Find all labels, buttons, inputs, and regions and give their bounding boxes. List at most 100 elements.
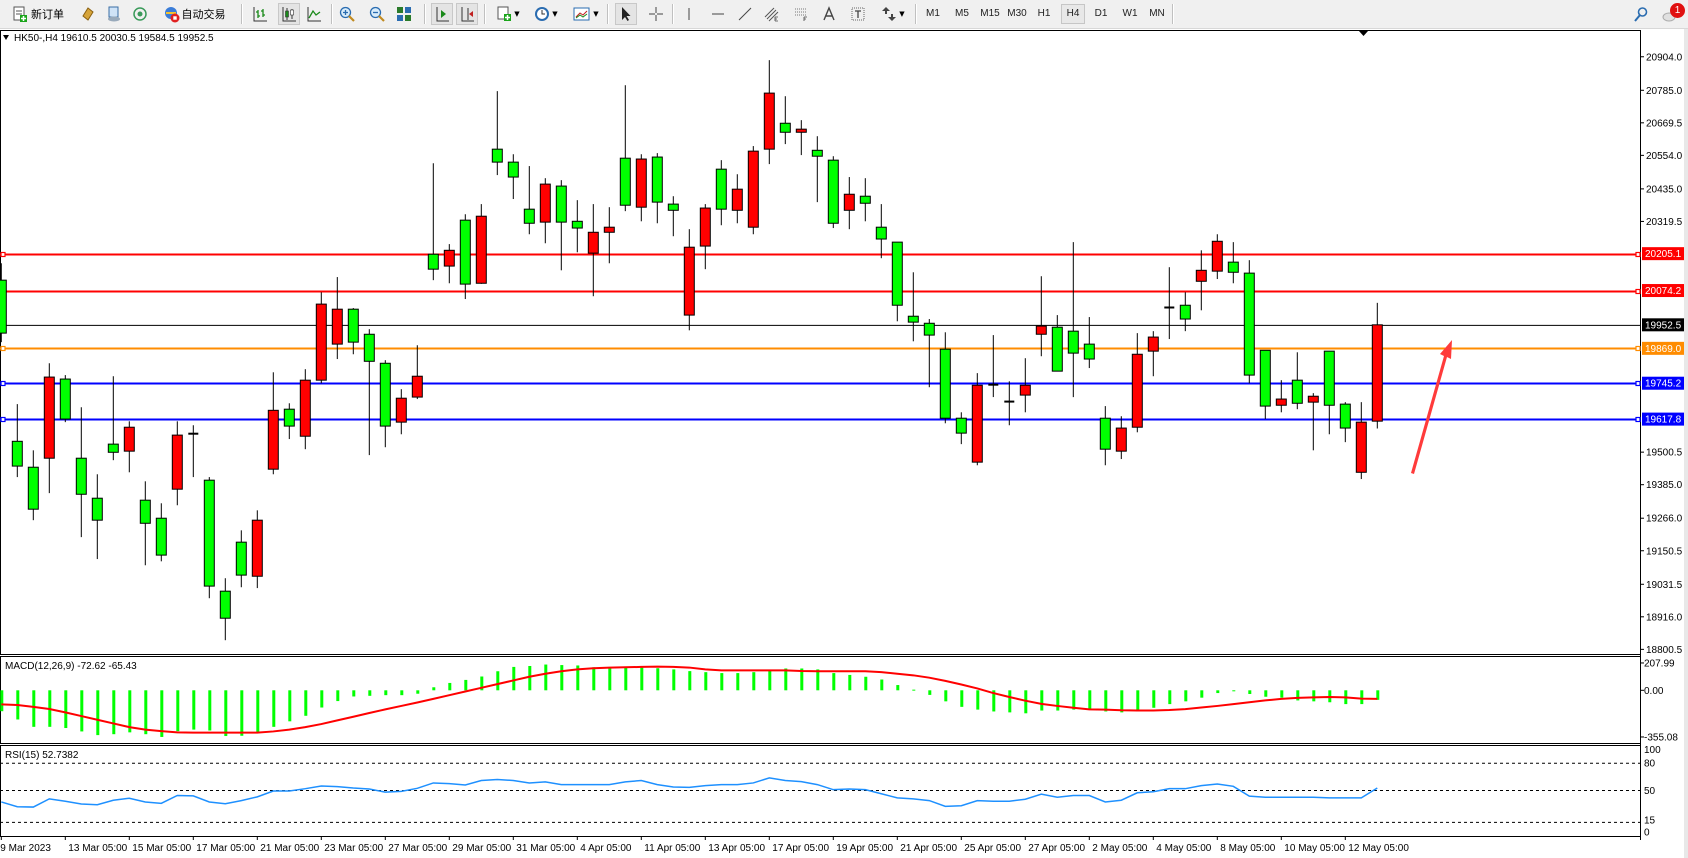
line-handle-right (1635, 288, 1641, 295)
macd-histogram-bar (192, 690, 196, 730)
arrows-button[interactable]: ▼ (877, 3, 909, 25)
search-button[interactable] (1632, 3, 1650, 25)
bar-chart-button[interactable] (251, 3, 269, 25)
horizontal-line-button[interactable] (709, 3, 727, 25)
rsi-axis-label: 80 (1644, 759, 1656, 770)
macd-pane[interactable] (0, 664, 1380, 737)
candle-body (1083, 343, 1095, 360)
auto-scroll-button[interactable] (431, 3, 453, 25)
candle (1259, 349, 1271, 420)
timeframe-m5[interactable]: M5 (955, 8, 969, 19)
candle (43, 363, 55, 494)
candle-body (699, 207, 711, 247)
text-button[interactable] (820, 3, 838, 25)
candlestick-chart-button[interactable] (278, 3, 300, 25)
timeframe-mn[interactable]: MN (1149, 8, 1165, 19)
candle (555, 180, 567, 271)
timeframe-m15[interactable]: M15 (980, 8, 1000, 19)
candle (0, 263, 7, 343)
navigator-button[interactable] (105, 3, 123, 25)
indicators-button[interactable]: ▼ (492, 3, 524, 25)
candle-body (123, 426, 135, 452)
fibonacci-button[interactable] (792, 3, 810, 25)
macd-histogram-bar (480, 676, 484, 691)
candle (475, 204, 487, 284)
candle-body (1115, 427, 1127, 452)
price-tick-label: 20319.5 (1646, 217, 1683, 228)
macd-histogram-bar (272, 690, 276, 727)
chart-shift-marker-icon[interactable] (1359, 31, 1368, 36)
macd-histogram-bar (640, 667, 644, 691)
candle-body (139, 499, 151, 524)
macd-histogram-bar (1376, 690, 1380, 700)
candle (1115, 416, 1127, 460)
price-label-box (1642, 412, 1684, 426)
candle-body (475, 215, 487, 284)
candle (283, 403, 295, 440)
timeframe-w1[interactable]: W1 (1122, 8, 1138, 19)
timeframe-h1[interactable]: H1 (1037, 8, 1051, 19)
templates-button[interactable]: ▼ (570, 3, 602, 25)
red-arrow-annotation (1411, 340, 1452, 474)
timeframe-m30[interactable]: M30 (1007, 8, 1027, 19)
tile-windows-icon (397, 7, 411, 21)
candle-body (843, 193, 855, 211)
vertical-line-button[interactable] (680, 3, 698, 25)
line-handle-left (0, 416, 6, 423)
price-tick-label: 19385.0 (1646, 480, 1683, 491)
time-axis-label: 29 Mar 05:00 (452, 843, 511, 854)
zoom-in-icon (339, 6, 355, 22)
zoom-out-button[interactable] (368, 3, 386, 25)
macd-histogram-bar (1312, 690, 1316, 702)
macd-histogram-bar (288, 690, 292, 722)
signals-button[interactable] (131, 3, 149, 25)
new-order-button[interactable]: 新订单 (6, 3, 70, 25)
market-watch-button[interactable] (79, 3, 97, 25)
text-label-button[interactable] (849, 3, 867, 25)
auto-trading-label: 自动交易 (181, 8, 226, 21)
candle (955, 412, 967, 445)
candle (715, 160, 727, 226)
price-label-box (1642, 341, 1684, 355)
macd-histogram-bar (336, 690, 340, 702)
candle-body (1243, 272, 1255, 376)
toolbar-separator (607, 4, 609, 24)
toolbar-separator (915, 4, 917, 24)
tile-windows-button[interactable] (395, 3, 413, 25)
candle-body (1355, 421, 1367, 473)
macd-histogram-bar (1088, 690, 1092, 710)
macd-histogram-bar (928, 690, 932, 695)
text-label-icon (851, 7, 865, 21)
trendline-button[interactable] (736, 3, 754, 25)
candle (891, 241, 903, 322)
macd-histogram-bar (1296, 690, 1300, 701)
price-label-box (1642, 376, 1684, 390)
timeframe-h4[interactable]: H4 (1061, 4, 1085, 24)
macd-histogram-bar (1184, 690, 1188, 702)
chart-shift-button[interactable] (456, 3, 478, 25)
candle (763, 60, 775, 165)
price-pane[interactable] (0, 60, 1641, 641)
rsi-pane[interactable] (0, 762, 1640, 823)
line-chart-button[interactable] (305, 3, 323, 25)
candle-body (507, 161, 519, 178)
candle (747, 146, 759, 235)
window-edge (1684, 28, 1688, 858)
zoom-in-button[interactable] (338, 3, 356, 25)
equidistant-channel-button[interactable] (763, 3, 781, 25)
candle (1371, 302, 1383, 429)
macd-histogram-bar (160, 690, 164, 737)
periodicity-button[interactable]: ▼ (530, 3, 562, 25)
candle (188, 425, 199, 478)
candle-body (11, 440, 23, 467)
timeframe-m1[interactable]: M1 (926, 8, 940, 19)
info-dropdown-icon[interactable] (3, 35, 9, 40)
macd-histogram-bar (528, 665, 532, 691)
candle-body (379, 362, 391, 427)
cursor-button[interactable] (615, 3, 637, 25)
candle-body (315, 303, 327, 381)
auto-trading-button[interactable]: 自动交易 (158, 3, 230, 25)
timeframe-d1[interactable]: D1 (1094, 8, 1108, 19)
crosshair-button[interactable] (647, 3, 665, 25)
